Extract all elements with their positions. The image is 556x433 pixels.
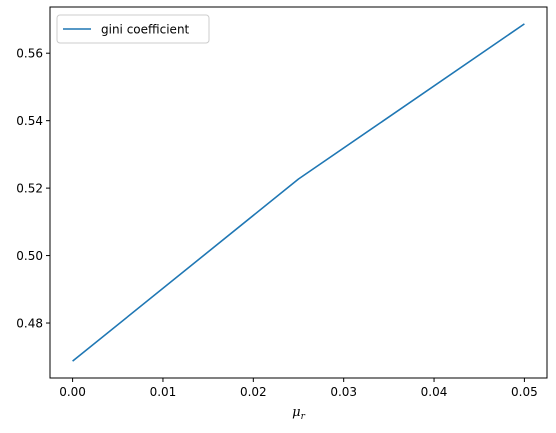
y-tick-label: 0.52 [16,181,43,195]
x-tick-label: 0.00 [59,385,86,399]
legend: gini coefficient [57,15,209,43]
y-tick-label: 0.54 [16,114,43,128]
plot-area [50,7,547,378]
y-tick-label: 0.56 [16,47,43,61]
x-tick-label: 0.04 [421,385,448,399]
x-tick-label: 0.01 [150,385,177,399]
x-tick-label: 0.03 [330,385,357,399]
y-tick-label: 0.50 [16,249,43,263]
legend-label: gini coefficient [101,23,190,37]
y-tick-label: 0.48 [16,316,43,330]
x-tick-label: 0.05 [511,385,538,399]
x-tick-label: 0.02 [240,385,267,399]
